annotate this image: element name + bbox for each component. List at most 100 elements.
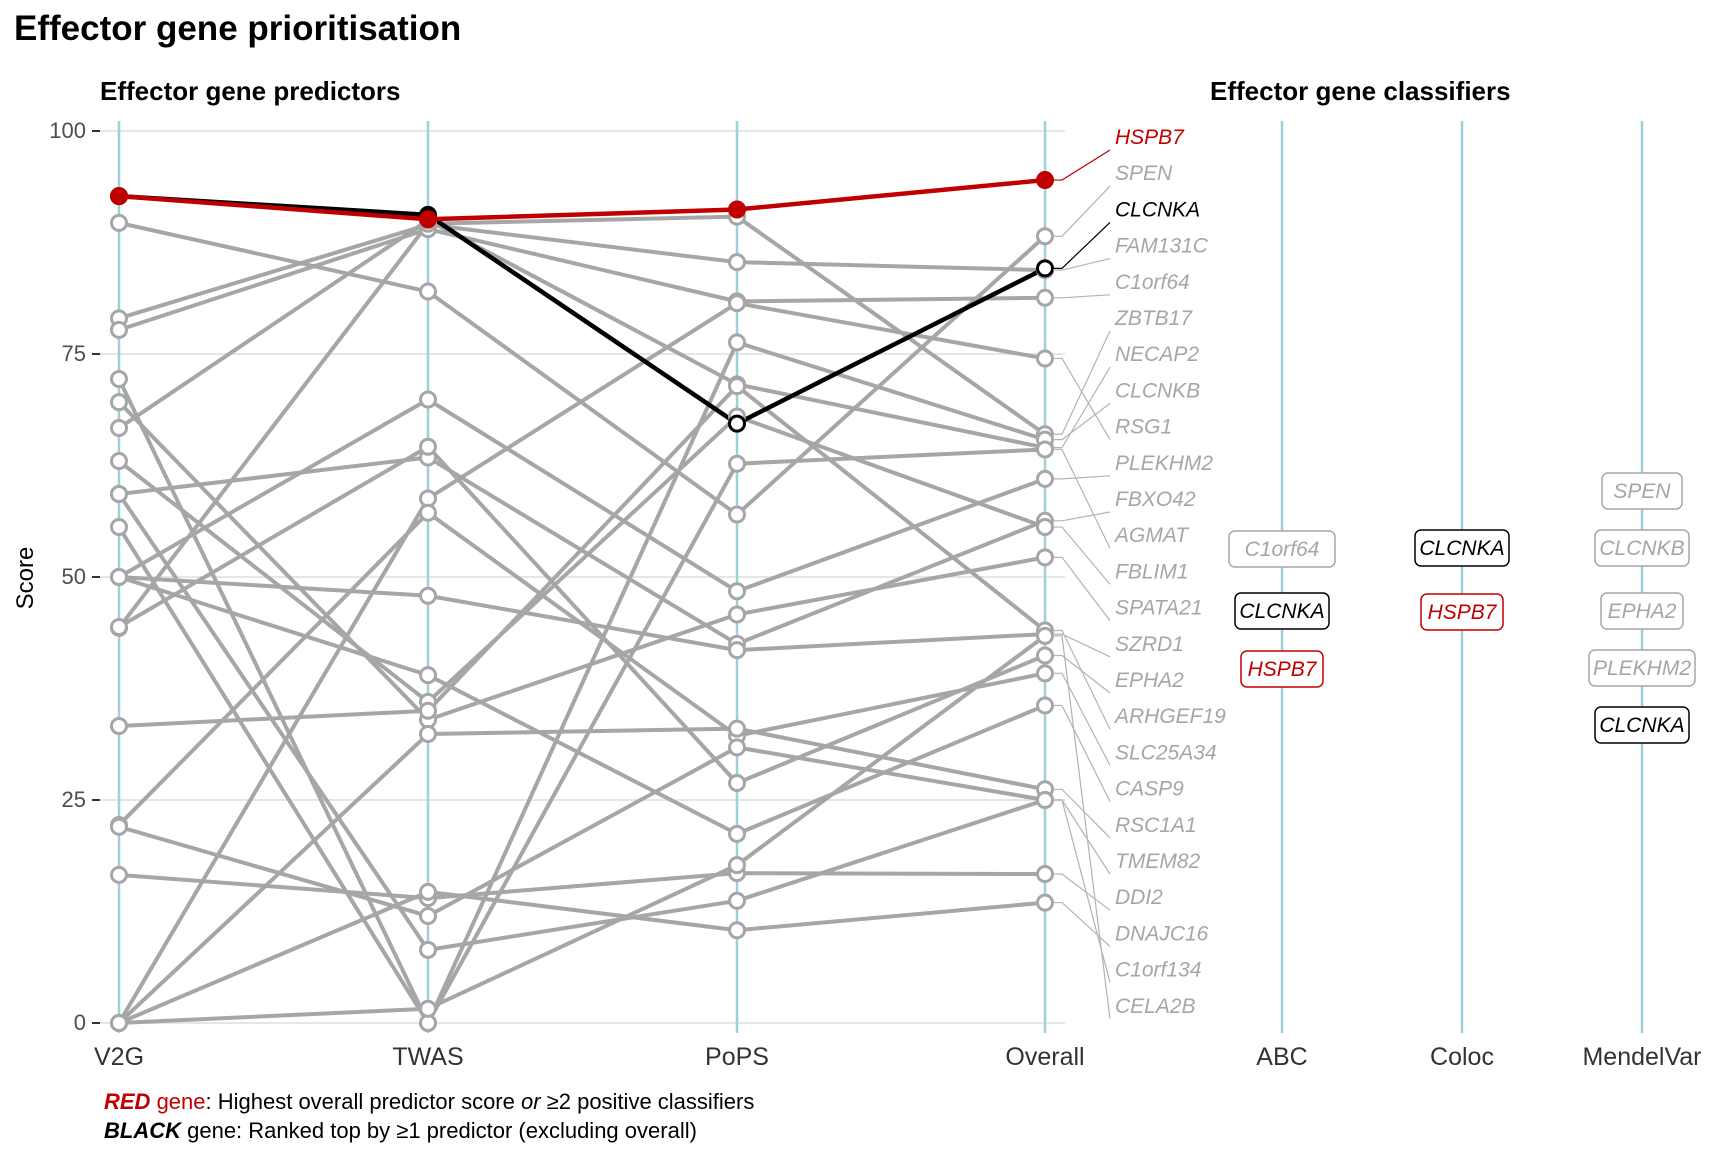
predictors-subtitle: Effector gene predictors bbox=[100, 76, 401, 106]
caption-line-2: BLACK gene: Ranked top by ≥1 predictor (… bbox=[104, 1118, 697, 1143]
gene-label-c1orf64: C1orf64 bbox=[1115, 271, 1190, 294]
data-point-dnajc16 bbox=[419, 882, 437, 901]
classifier-box bbox=[1420, 593, 1504, 631]
data-point-arhgef19 bbox=[419, 701, 437, 720]
data-point-clcnka bbox=[728, 414, 746, 433]
data-point-c1orf64 bbox=[110, 320, 128, 339]
leader-line bbox=[1053, 901, 1111, 947]
gene-label-dnajc16: DNAJC16 bbox=[1115, 922, 1209, 945]
gene-label-fblim1: FBLIM1 bbox=[1115, 560, 1189, 583]
y-tick-label: 25 bbox=[62, 787, 86, 812]
series-line-cela2b bbox=[118, 634, 1047, 1025]
data-point-casp9 bbox=[728, 824, 746, 843]
gene-label-agmat: AGMAT bbox=[1113, 524, 1190, 547]
series-line-clcnkb bbox=[117, 340, 1046, 1025]
series-line-rsc1a1 bbox=[117, 726, 1046, 1025]
leader-line bbox=[1053, 357, 1111, 440]
data-point-epha2 bbox=[419, 437, 437, 456]
gene-label-rsc1a1: RSC1A1 bbox=[1115, 814, 1197, 837]
series-line-agmat bbox=[117, 447, 1046, 1025]
data-point-c1orf134 bbox=[419, 940, 437, 959]
caption-line-1-text: : Highest overall predictor score bbox=[206, 1089, 521, 1114]
gene-label-fbxo42: FBXO42 bbox=[1115, 488, 1196, 511]
leader-line bbox=[1053, 633, 1111, 658]
data-point-agmat bbox=[419, 1014, 437, 1032]
leader-line bbox=[1053, 448, 1111, 549]
classifier-gene-c1orf64: C1orf64 bbox=[1245, 538, 1320, 561]
leader-line bbox=[1053, 258, 1111, 271]
series-line-fblim1 bbox=[117, 414, 1046, 704]
series-line-epha2 bbox=[117, 444, 1046, 786]
data-point-spata21 bbox=[728, 605, 746, 624]
caption-line-1: RED gene: Highest overall predictor scor… bbox=[104, 1089, 754, 1114]
gene-label-epha2: EPHA2 bbox=[1115, 669, 1184, 692]
leader-line bbox=[1053, 629, 1111, 730]
data-point-rsc1a1 bbox=[419, 724, 437, 743]
data-point-c1orf64 bbox=[1036, 288, 1054, 307]
data-point-tmem82 bbox=[728, 738, 746, 757]
classifier-column-label: ABC bbox=[1256, 1043, 1307, 1071]
data-point-spen bbox=[1036, 227, 1054, 246]
leader-line bbox=[1053, 704, 1111, 802]
caption-or: or bbox=[521, 1089, 542, 1114]
leader-line bbox=[1053, 366, 1111, 449]
gene-label-ddi2: DDI2 bbox=[1115, 886, 1163, 909]
gene-label-casp9: CASP9 bbox=[1115, 778, 1184, 801]
data-point-c1orf134 bbox=[1036, 791, 1054, 809]
classifier-box bbox=[1594, 529, 1690, 567]
gene-label-c1orf134: C1orf134 bbox=[1115, 959, 1201, 982]
gene-label-necap2: NECAP2 bbox=[1115, 343, 1199, 366]
leader-line bbox=[1053, 788, 1111, 839]
series-line-necap2 bbox=[117, 218, 1046, 450]
classifier-box bbox=[1600, 592, 1684, 630]
data-point-agmat bbox=[1036, 440, 1054, 459]
data-point-c1orf134 bbox=[110, 485, 128, 504]
classifier-box bbox=[1228, 530, 1336, 568]
data-point-clcnkb bbox=[110, 369, 128, 388]
series-line-hspb7 bbox=[118, 177, 1046, 222]
classifier-gene-clcnka: CLCNKA bbox=[1239, 600, 1324, 623]
classifier-box bbox=[1601, 472, 1683, 510]
series-line-c1orf134 bbox=[117, 492, 1046, 952]
data-point-rsg1 bbox=[728, 294, 746, 313]
classifier-box bbox=[1594, 706, 1690, 744]
leader-line bbox=[1053, 799, 1111, 875]
data-point-fam131c bbox=[728, 253, 746, 272]
data-point-szrd1 bbox=[419, 586, 437, 605]
leader-line bbox=[1053, 654, 1111, 694]
data-point-cela2b bbox=[1036, 626, 1054, 645]
data-point-fblim1 bbox=[110, 452, 128, 471]
classifier-panel: C1orf64 CLCNKA HSPB7 CLCNKA HSPB7 SPEN CLCNKB E… bbox=[1228, 472, 1696, 744]
series-line-dnajc16 bbox=[118, 889, 1046, 1025]
classifier-gene-plekhm2: PLEKHM2 bbox=[1593, 657, 1691, 680]
series-line-ddi2 bbox=[118, 871, 1046, 901]
data-point-casp9 bbox=[110, 568, 128, 586]
data-point-dnajc16 bbox=[728, 921, 746, 940]
caption-red-gene: gene bbox=[150, 1089, 205, 1114]
data-point-epha2 bbox=[728, 774, 746, 793]
y-tick-label: 75 bbox=[62, 341, 86, 366]
series-line-arhgef19 bbox=[118, 384, 1047, 728]
y-axis: 0 25 50 75 100 bbox=[49, 118, 100, 1035]
leader-line bbox=[1053, 873, 1111, 911]
data-point-necap2 bbox=[110, 419, 128, 438]
data-point-ddi2 bbox=[110, 865, 128, 884]
classifier-gene-hspb7: HSPB7 bbox=[1248, 658, 1318, 681]
gene-label-spata21: SPATA21 bbox=[1115, 597, 1203, 620]
series-line-c1orf64 bbox=[118, 227, 1046, 332]
gene-label-fam131c: FAM131C bbox=[1115, 235, 1209, 258]
data-point-szrd1 bbox=[728, 641, 746, 660]
classifier-box bbox=[1588, 649, 1696, 687]
gene-label-szrd1: SZRD1 bbox=[1115, 633, 1184, 656]
leader-line bbox=[1053, 330, 1111, 435]
gene-label-cela2b: CELA2B bbox=[1115, 995, 1196, 1018]
gene-label-slc25a34: SLC25A34 bbox=[1115, 741, 1217, 764]
y-tick-label: 100 bbox=[49, 118, 86, 143]
data-point-plekhm2 bbox=[419, 390, 437, 409]
classifier-gene-clcnka: CLCNKA bbox=[1599, 714, 1684, 737]
caption-red-word: RED bbox=[104, 1089, 151, 1114]
y-axis-title: Score bbox=[12, 547, 39, 610]
gene-label-arhgef19: ARHGEF19 bbox=[1113, 705, 1226, 728]
data-point-slc25a34 bbox=[419, 503, 437, 522]
classifier-column-label: Coloc bbox=[1430, 1043, 1494, 1071]
